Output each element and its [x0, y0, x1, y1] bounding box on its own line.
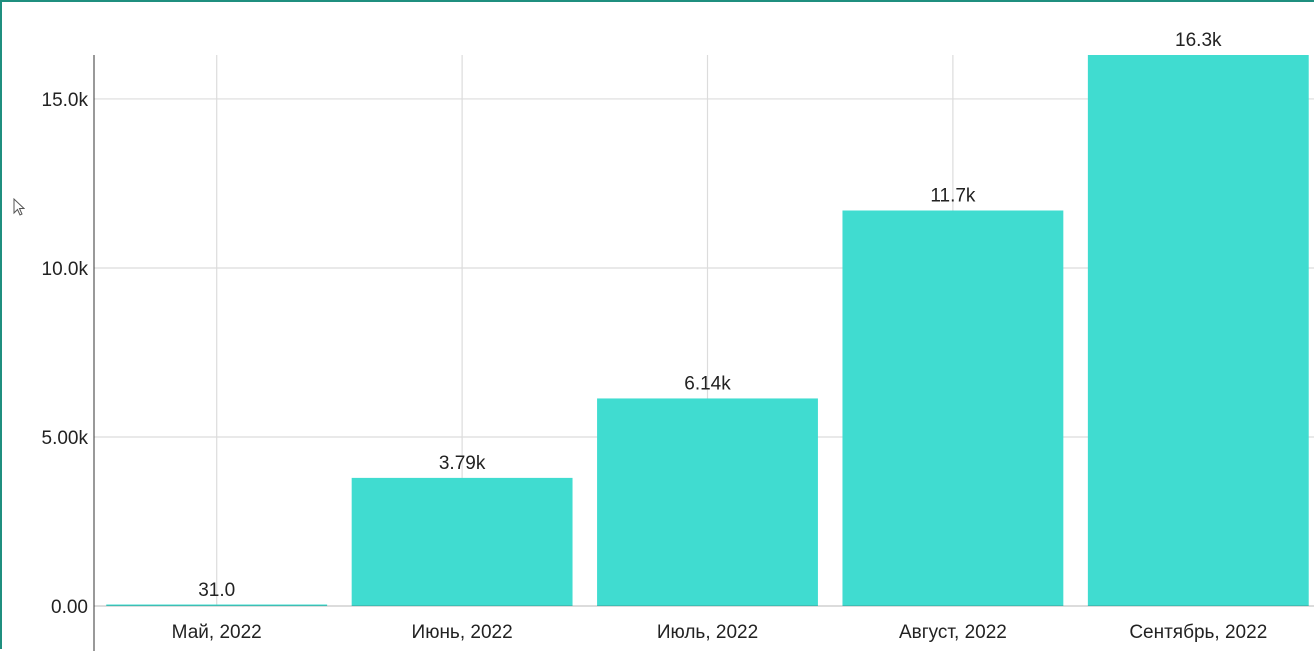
bar[interactable] — [351, 477, 573, 606]
bar-data-label: 16.3k — [1175, 30, 1222, 51]
label-layer: 0.00 5.00k 10.0k 15.0k 31.0 Май, 2022 3.79k Июн… — [42, 30, 1268, 643]
y-tick-label: 5.00k — [42, 428, 89, 449]
x-tick-label: Май, 2022 — [172, 622, 262, 643]
y-tick-label: 10.0k — [42, 259, 89, 280]
bar-data-label: 6.14k — [684, 373, 731, 394]
x-tick-label: Июнь, 2022 — [412, 622, 513, 643]
y-tick-label: 15.0k — [42, 90, 89, 111]
y-tick-label: 0.00 — [51, 597, 88, 618]
x-tick-label: Июль, 2022 — [657, 622, 758, 643]
bar-data-label: 3.79k — [439, 453, 486, 474]
bar-data-label: 31.0 — [198, 580, 235, 601]
bar[interactable] — [842, 210, 1064, 606]
x-tick-label: Август, 2022 — [899, 622, 1007, 643]
x-tick-label: Сентябрь, 2022 — [1129, 622, 1267, 643]
bar[interactable] — [1087, 55, 1309, 606]
bar[interactable] — [106, 604, 328, 607]
bar[interactable] — [597, 398, 818, 606]
mouse-cursor-icon — [13, 197, 25, 216]
bar-data-label: 11.7k — [930, 185, 976, 206]
bar-layer — [106, 55, 1309, 607]
axis-layer — [93, 55, 1314, 651]
